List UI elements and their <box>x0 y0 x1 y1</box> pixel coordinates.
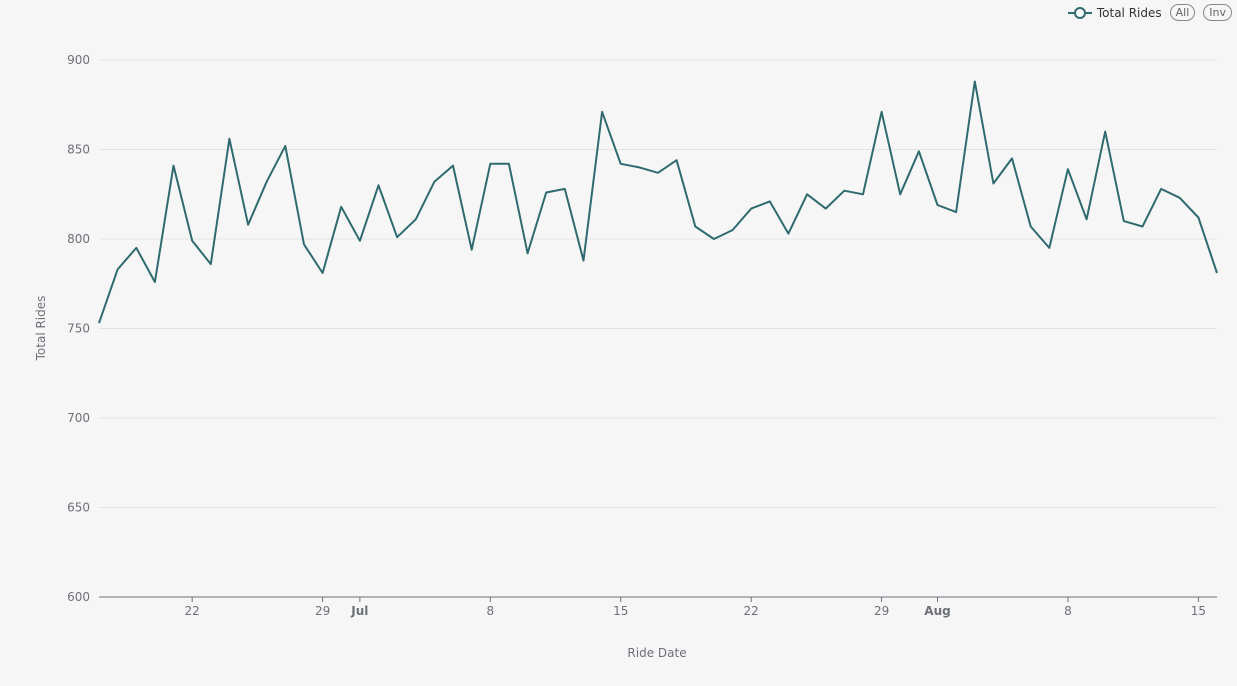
data-point[interactable] <box>636 164 642 170</box>
inverse-selection-button[interactable]: Inv <box>1203 4 1232 21</box>
data-point[interactable] <box>972 79 978 85</box>
data-point[interactable] <box>245 222 251 228</box>
data-point[interactable] <box>916 148 922 154</box>
series-total-rides[interactable] <box>96 79 1220 327</box>
data-point[interactable] <box>152 279 158 285</box>
y-axis-title: Total Rides <box>34 296 48 362</box>
data-point[interactable] <box>804 191 810 197</box>
x-tick-label: Aug <box>924 604 950 618</box>
y-tick-label: 700 <box>67 411 90 425</box>
data-point[interactable] <box>394 234 400 240</box>
data-point[interactable] <box>1046 245 1052 251</box>
data-point[interactable] <box>376 182 382 188</box>
data-point[interactable] <box>655 170 661 176</box>
data-point[interactable] <box>282 143 288 149</box>
data-point[interactable] <box>990 181 996 187</box>
data-point[interactable] <box>860 191 866 197</box>
data-point[interactable] <box>1195 215 1201 221</box>
data-point[interactable] <box>879 109 885 115</box>
data-point[interactable] <box>953 209 959 215</box>
y-tick-label: 650 <box>67 501 90 515</box>
x-axis: 22 29 Jul 8 15 22 29 Aug 8 15 <box>99 596 1217 618</box>
x-tick-label: 8 <box>486 604 494 618</box>
y-tick-label: 800 <box>67 232 90 246</box>
y-tick-label: 600 <box>67 590 90 604</box>
data-point[interactable] <box>357 238 363 244</box>
y-tick-label: 850 <box>67 143 90 157</box>
data-point[interactable] <box>897 191 903 197</box>
data-point[interactable] <box>301 241 307 247</box>
data-point[interactable] <box>171 163 177 169</box>
data-point[interactable] <box>413 216 419 222</box>
data-point[interactable] <box>264 179 270 185</box>
legend-label: Total Rides <box>1096 5 1162 20</box>
data-point[interactable] <box>1009 155 1015 161</box>
data-point[interactable] <box>823 206 829 212</box>
data-point[interactable] <box>674 157 680 163</box>
data-point[interactable] <box>1158 186 1164 192</box>
data-point[interactable] <box>543 190 549 196</box>
y-tick-label: 750 <box>67 322 90 336</box>
legend-item-total-rides[interactable]: Total Rides <box>1067 5 1162 20</box>
data-point[interactable] <box>618 161 624 167</box>
data-point[interactable] <box>469 247 475 253</box>
data-point[interactable] <box>115 266 121 272</box>
y-axis: 600 650 700 750 800 850 900 <box>67 53 90 604</box>
data-point[interactable] <box>1177 195 1183 201</box>
y-tick-label: 900 <box>67 53 90 67</box>
x-tick-label: 29 <box>315 604 330 618</box>
legend: Total Rides All Inv <box>1067 4 1232 21</box>
x-tick-label: 15 <box>1191 604 1206 618</box>
data-point[interactable] <box>1065 166 1071 172</box>
select-all-button[interactable]: All <box>1169 4 1196 21</box>
x-tick-label: 22 <box>744 604 759 618</box>
data-point[interactable] <box>730 227 736 233</box>
data-point[interactable] <box>189 238 195 244</box>
data-point[interactable] <box>748 206 754 212</box>
data-point[interactable] <box>599 109 605 115</box>
x-tick-label: Jul <box>350 604 368 618</box>
data-point[interactable] <box>450 163 456 169</box>
data-point[interactable] <box>581 258 587 264</box>
data-point[interactable] <box>692 224 698 230</box>
series-line[interactable] <box>98 80 1218 324</box>
data-point[interactable] <box>1028 224 1034 230</box>
data-point[interactable] <box>133 245 139 251</box>
data-point[interactable] <box>96 320 102 326</box>
x-tick-label: 15 <box>613 604 628 618</box>
x-tick-label: 22 <box>185 604 200 618</box>
data-point[interactable] <box>525 250 531 256</box>
line-circle-icon <box>1067 6 1092 19</box>
data-point[interactable] <box>320 270 326 276</box>
data-point[interactable] <box>1121 218 1127 224</box>
data-point[interactable] <box>226 136 232 142</box>
data-point[interactable] <box>487 161 493 167</box>
data-point[interactable] <box>562 186 568 192</box>
x-tick-label: 29 <box>874 604 889 618</box>
data-point[interactable] <box>1102 129 1108 135</box>
data-point[interactable] <box>506 161 512 167</box>
data-point[interactable] <box>1084 216 1090 222</box>
data-point[interactable] <box>338 204 344 210</box>
x-tick-label: 8 <box>1064 604 1072 618</box>
grid-lines <box>99 59 1217 508</box>
data-point[interactable] <box>711 236 717 242</box>
data-point[interactable] <box>208 261 214 267</box>
data-point[interactable] <box>767 198 773 204</box>
data-point[interactable] <box>431 179 437 185</box>
data-point[interactable] <box>841 188 847 194</box>
data-point[interactable] <box>1140 224 1146 230</box>
x-axis-title: Ride Date <box>627 646 686 660</box>
data-point[interactable] <box>1214 270 1220 276</box>
data-point[interactable] <box>935 202 941 208</box>
data-point[interactable] <box>785 231 791 237</box>
